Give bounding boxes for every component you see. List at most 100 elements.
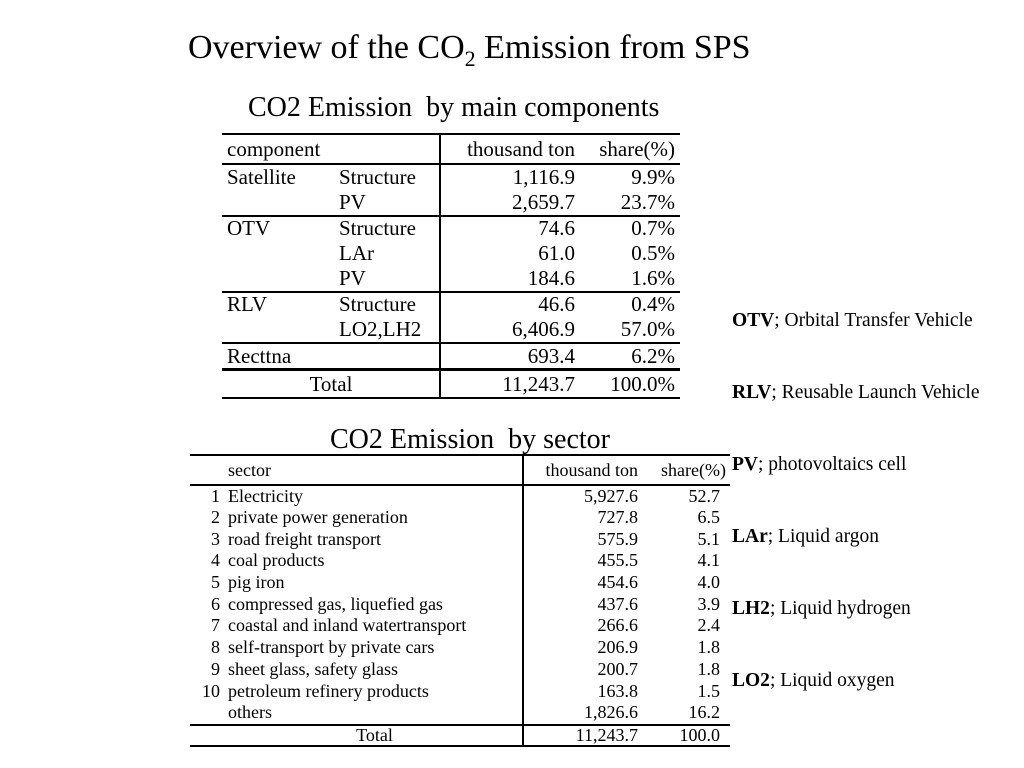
sector-share: 1.5	[697, 680, 721, 701]
legend-text: ; Orbital Transfer Vehicle	[774, 310, 973, 331]
sector-rank: 9	[211, 658, 220, 679]
legend-text: ; Liquid argon	[767, 526, 879, 547]
table-row: 6 compressed gas, liquefied gas 437.6 3.…	[190, 594, 730, 616]
sector-amount: 454.6	[597, 572, 639, 593]
component-share: 0.7%	[631, 216, 675, 240]
sector-rank: 5	[211, 572, 220, 593]
sector-table: sector thousand ton share(%) 1 Electrici…	[190, 454, 730, 747]
component-item: Structure	[339, 165, 416, 189]
sector-share: 16.2	[688, 702, 721, 723]
table-row: Satellite Structure 1,116.9 9.9%	[222, 163, 680, 189]
sector-amount: 437.6	[597, 593, 639, 614]
component-share: 1.6%	[631, 266, 675, 290]
table-row: PV 184.6 1.6%	[222, 266, 680, 291]
component-share: 9.9%	[631, 165, 675, 189]
sector-amount: 575.9	[597, 528, 639, 549]
table-row: LO2,LH2 6,406.9 57.0%	[222, 316, 680, 342]
component-item: LAr	[339, 241, 374, 265]
component-amount: 1,116.9	[512, 165, 575, 189]
table-row: RLV Structure 46.6 0.4%	[222, 291, 680, 316]
components-table-caption: CO2 Emission by main components	[248, 92, 660, 123]
component-group: Recttna	[227, 344, 292, 368]
sector-share: 5.1	[697, 528, 721, 549]
header-sector: sector	[228, 460, 271, 480]
sector-amount: 455.5	[597, 550, 639, 571]
legend-item: LAr; Liquid argon	[732, 525, 980, 549]
total-share: 100.0%	[610, 372, 675, 396]
sector-name: Electricity	[228, 486, 303, 506]
sector-rank: 3	[211, 528, 220, 549]
sector-share: 52.7	[688, 486, 721, 506]
header-share: share(%)	[661, 460, 726, 480]
total-row: Total 11,243.7 100.0%	[222, 368, 680, 397]
sector-name: pig iron	[228, 572, 285, 593]
sector-name: coal products	[228, 550, 325, 571]
header-share: share(%)	[599, 137, 675, 161]
component-share: 23.7%	[620, 190, 675, 214]
sector-name: others	[228, 702, 272, 723]
sector-name: self-transport by private cars	[228, 637, 435, 658]
sector-amount: 206.9	[597, 637, 639, 658]
total-label: Total	[356, 724, 393, 745]
header-amount: thousand ton	[467, 137, 575, 161]
component-item: PV	[339, 266, 366, 290]
sector-name: private power generation	[228, 507, 408, 527]
table-row: 7 coastal and inland watertransport 266.…	[190, 615, 730, 637]
sector-rank: 10	[202, 680, 220, 701]
abbreviation-legend: OTV; Orbital Transfer Vehicle RLV; Reusa…	[732, 261, 980, 717]
sector-rank: 6	[211, 593, 220, 614]
sector-amount: 163.8	[597, 680, 639, 701]
sector-share: 1.8	[697, 637, 721, 658]
table-row: 2 private power generation 727.8 6.5	[190, 507, 730, 529]
table-row: 5 pig iron 454.6 4.0	[190, 572, 730, 594]
component-share: 57.0%	[620, 317, 675, 341]
sector-rank: 1	[211, 486, 220, 506]
sector-share: 4.1	[697, 550, 721, 571]
sector-share: 6.5	[697, 507, 721, 527]
table-row: LAr 61.0 0.5%	[222, 240, 680, 266]
component-item: LO2,LH2	[339, 317, 422, 341]
legend-text: ; photovoltaics cell	[758, 454, 907, 475]
component-amount: 184.6	[527, 266, 575, 290]
sector-rank: 8	[211, 637, 220, 658]
component-amount: 6,406.9	[512, 317, 575, 341]
sector-name: sheet glass, safety glass	[228, 658, 398, 679]
sector-share: 4.0	[697, 572, 721, 593]
legend-item: RLV; Reusable Launch Vehicle	[732, 381, 980, 405]
component-item: PV	[339, 190, 366, 214]
header-amount: thousand ton	[545, 460, 639, 480]
title-rest: Emission from SPS	[475, 29, 751, 66]
sector-rank: 4	[211, 550, 220, 571]
legend-item: PV; photovoltaics cell	[732, 453, 980, 477]
component-share: 6.2%	[631, 344, 675, 368]
sector-name: petroleum refinery products	[228, 680, 429, 701]
header-component: component	[227, 137, 321, 161]
component-amount: 74.6	[538, 216, 575, 240]
component-item: Structure	[339, 292, 416, 316]
component-amount: 2,659.7	[512, 190, 575, 214]
legend-abbr: LO2	[732, 670, 770, 691]
component-amount: 46.6	[538, 292, 575, 316]
legend-text: ; Reusable Launch Vehicle	[771, 382, 980, 403]
sector-amount: 266.6	[597, 615, 639, 636]
sector-amount: 5,927.6	[584, 486, 638, 506]
table-row: 10 petroleum refinery products 163.8 1.5	[190, 681, 730, 703]
table-row: 8 self-transport by private cars 206.9 1…	[190, 637, 730, 659]
table-row: 3 road freight transport 575.9 5.1	[190, 529, 730, 551]
sector-share: 1.8	[697, 658, 721, 679]
sector-amount: 727.8	[597, 507, 639, 527]
table-header: sector thousand ton share(%)	[190, 456, 730, 484]
component-item: Structure	[339, 216, 416, 240]
title-subscript: 2	[464, 46, 476, 71]
slide-title: Overview of the CO2 Emission from SPS	[188, 28, 751, 71]
component-group: OTV	[227, 216, 271, 240]
legend-item: OTV; Orbital Transfer Vehicle	[732, 309, 980, 333]
title-main: Overview of the CO	[188, 29, 465, 66]
sector-name: road freight transport	[228, 528, 381, 549]
total-share: 100.0	[679, 724, 721, 745]
legend-text: ; Liquid hydrogen	[769, 598, 911, 619]
table-row: OTV Structure 74.6 0.7%	[222, 215, 680, 240]
table-header: component thousand ton share(%)	[222, 135, 680, 163]
legend-abbr: RLV	[732, 382, 772, 403]
component-group: Satellite	[227, 165, 296, 189]
